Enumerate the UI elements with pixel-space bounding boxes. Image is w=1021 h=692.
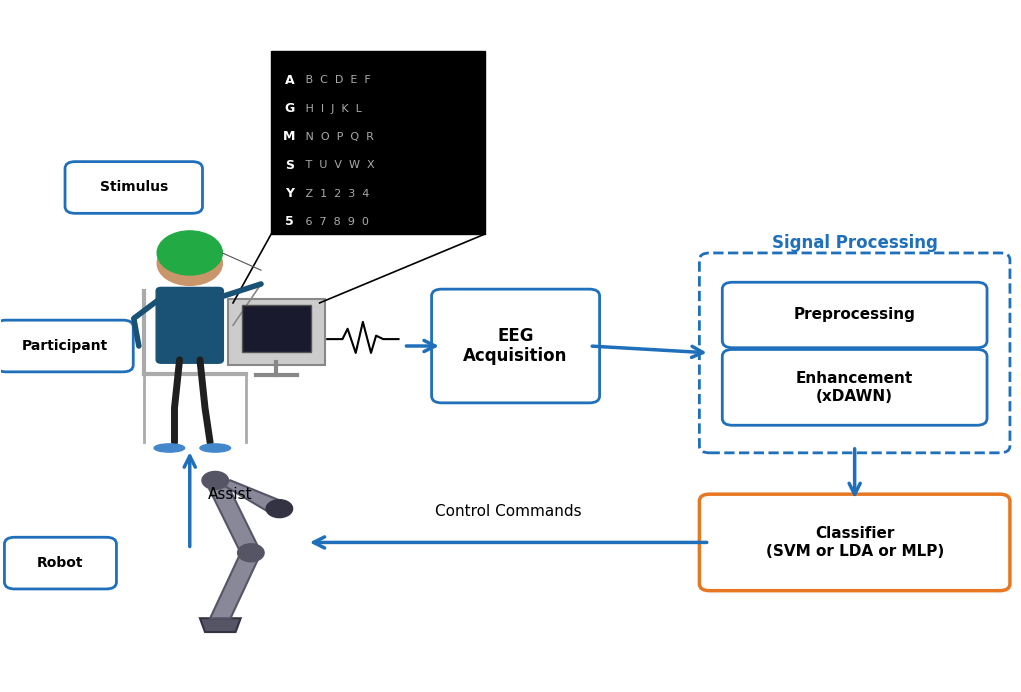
FancyBboxPatch shape	[65, 162, 202, 213]
Text: Robot: Robot	[37, 556, 84, 570]
Text: A: A	[285, 74, 294, 87]
Text: Z  1  2  3  4: Z 1 2 3 4	[302, 188, 370, 199]
Circle shape	[157, 242, 223, 285]
FancyBboxPatch shape	[272, 51, 485, 234]
Text: Control Commands: Control Commands	[435, 504, 582, 519]
Text: Stimulus: Stimulus	[100, 181, 167, 194]
Ellipse shape	[200, 444, 231, 452]
FancyBboxPatch shape	[699, 494, 1010, 591]
Text: Assist: Assist	[208, 486, 253, 502]
Circle shape	[266, 500, 293, 518]
FancyBboxPatch shape	[228, 300, 325, 365]
Ellipse shape	[154, 444, 185, 452]
Text: N  O  P  Q  R: N O P Q R	[302, 132, 374, 142]
Text: H  I  J  K  L: H I J K L	[302, 104, 361, 113]
Text: M: M	[284, 130, 296, 143]
FancyBboxPatch shape	[699, 253, 1010, 453]
Text: 5: 5	[285, 215, 294, 228]
FancyBboxPatch shape	[156, 287, 224, 363]
FancyBboxPatch shape	[722, 349, 987, 426]
Text: Preprocessing: Preprocessing	[793, 307, 916, 322]
Text: S: S	[285, 158, 294, 172]
FancyBboxPatch shape	[4, 537, 116, 589]
FancyBboxPatch shape	[722, 282, 987, 347]
Text: Classifier
(SVM or LDA or MLP): Classifier (SVM or LDA or MLP)	[766, 526, 943, 558]
Polygon shape	[210, 553, 261, 618]
Text: B  C  D  E  F: B C D E F	[302, 75, 371, 85]
Text: Y: Y	[285, 187, 294, 200]
Text: Participant: Participant	[21, 339, 107, 353]
Circle shape	[238, 544, 264, 562]
Circle shape	[202, 471, 229, 489]
Circle shape	[157, 231, 223, 275]
FancyBboxPatch shape	[432, 289, 599, 403]
FancyBboxPatch shape	[242, 305, 310, 352]
Polygon shape	[205, 480, 261, 553]
FancyBboxPatch shape	[0, 320, 134, 372]
Text: T  U  V  W  X: T U V W X	[302, 161, 375, 170]
Polygon shape	[215, 480, 287, 513]
Text: 6  7  8  9  0: 6 7 8 9 0	[302, 217, 369, 227]
Text: EEG
Acquisition: EEG Acquisition	[464, 327, 568, 365]
Text: Enhancement
(xDAWN): Enhancement (xDAWN)	[796, 371, 913, 403]
Text: Signal Processing: Signal Processing	[772, 234, 937, 252]
Text: G: G	[285, 102, 295, 115]
Polygon shape	[200, 618, 241, 632]
